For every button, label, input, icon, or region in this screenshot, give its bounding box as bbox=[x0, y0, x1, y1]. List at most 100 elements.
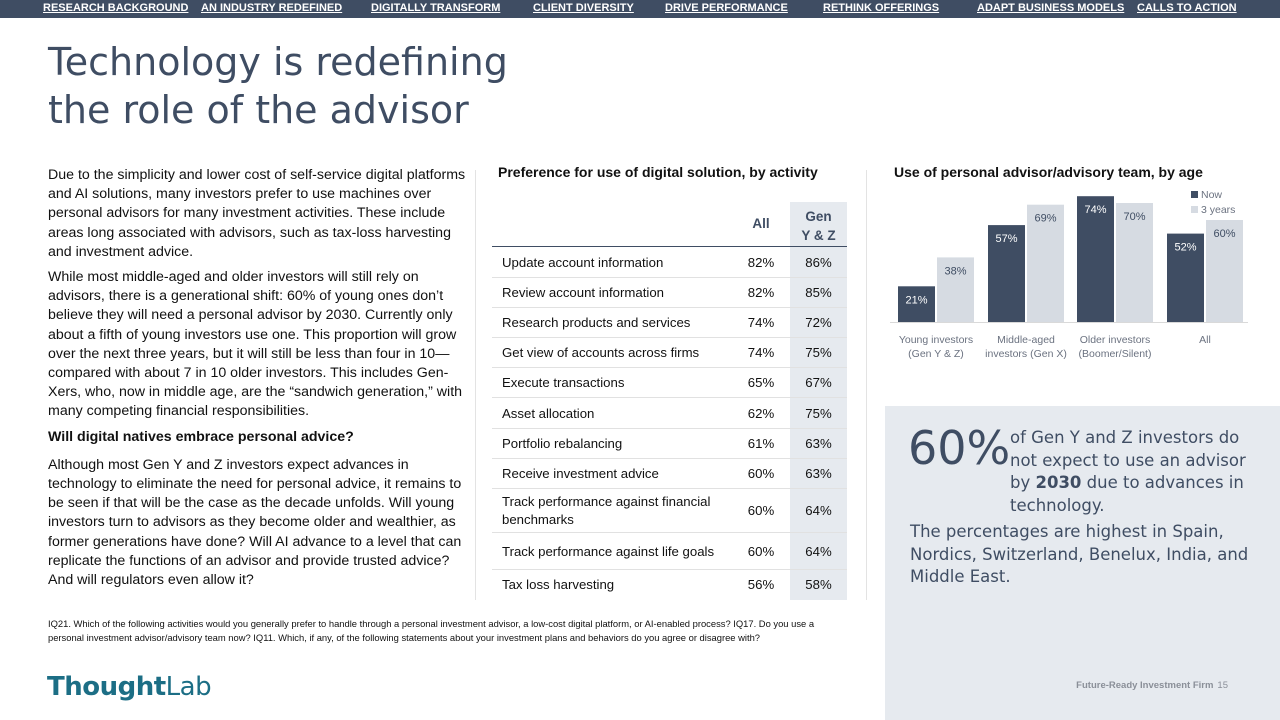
nav-research-background[interactable]: RESEARCH BACKGROUND bbox=[43, 2, 189, 14]
table-cell-gen: 58% bbox=[805, 577, 832, 592]
table-cell-all: 56% bbox=[747, 577, 775, 592]
category-label: (Boomer/Silent) bbox=[1079, 348, 1152, 360]
publication-name: Future-Ready Investment Firm bbox=[1076, 680, 1214, 691]
table-cell-all: 65% bbox=[747, 375, 775, 390]
table-title: Preference for use of digital solution, … bbox=[498, 164, 818, 180]
callout-big-number: 60% bbox=[908, 421, 1011, 475]
nav-client-diversity[interactable]: CLIENT DIVERSITY bbox=[533, 2, 634, 14]
category-label: Middle-aged bbox=[997, 334, 1055, 346]
table-cell-all: 60% bbox=[747, 503, 775, 518]
table-cell-all: 74% bbox=[747, 345, 775, 360]
table-cell-gen: 64% bbox=[805, 544, 832, 559]
table-row-label: Tax loss harvesting bbox=[502, 577, 615, 592]
footnote: IQ21. Which of the following activities … bbox=[48, 618, 815, 643]
bar-value-label: 21% bbox=[905, 294, 927, 306]
table-cell-gen: 75% bbox=[805, 345, 832, 360]
table-row-label: Track performance against life goals bbox=[502, 544, 715, 559]
table-cell-all: 74% bbox=[747, 315, 775, 330]
legend-swatch bbox=[1191, 191, 1198, 198]
table-cell-all: 60% bbox=[747, 544, 775, 559]
table-cell-gen: 63% bbox=[805, 466, 832, 481]
callout-desc-post: due to advances in technology. bbox=[1010, 473, 1244, 515]
table-header-gen: Gen Y & Z bbox=[790, 207, 847, 245]
bar-value-label: 74% bbox=[1084, 204, 1106, 216]
nav-calls-to-action[interactable]: CALLS TO ACTION bbox=[1137, 2, 1237, 14]
gen-column-highlight bbox=[790, 202, 847, 600]
table-row: Execute transactions 65% 67% bbox=[492, 368, 847, 398]
nav-drive-performance[interactable]: DRIVE PERFORMANCE bbox=[665, 2, 788, 14]
chart-bar bbox=[1077, 196, 1114, 322]
table-row-label: Receive investment advice bbox=[502, 466, 659, 481]
nav-an-industry-redefined[interactable]: AN INDUSTRY REDEFINED bbox=[201, 2, 343, 14]
table-row-label: Research products and services bbox=[502, 315, 691, 330]
callout-description: of Gen Y and Z investors do not expect t… bbox=[1010, 427, 1250, 517]
category-label: (Gen Y & Z) bbox=[908, 348, 964, 360]
bar-value-label: 57% bbox=[995, 233, 1017, 245]
top-nav: RESEARCH BACKGROUND AN INDUSTRY REDEFINE… bbox=[0, 0, 1280, 18]
page-number: 15 bbox=[1217, 680, 1228, 691]
legend-swatch bbox=[1191, 206, 1198, 213]
table-row: Review account information 82% 85% bbox=[492, 278, 847, 308]
table-cell-all: 82% bbox=[747, 285, 775, 300]
logo-part2: Lab bbox=[165, 672, 212, 702]
nav-rethink-offerings[interactable]: RETHINK OFFERINGS bbox=[823, 2, 940, 14]
advisor-usage-chart: Now 3 years 21% 38% Young investors (Gen Y & … bbox=[890, 189, 1248, 360]
table-row: Research products and services 74% 72% bbox=[492, 308, 847, 338]
body-text: Due to the simplicity and lower cost of … bbox=[48, 166, 466, 596]
table-row: Track performance against financial benc… bbox=[492, 489, 847, 533]
table-cell-gen: 64% bbox=[805, 503, 832, 518]
table-header-gen-line1: Gen bbox=[805, 209, 832, 224]
category-label: All bbox=[1199, 334, 1211, 346]
page-footer: Future-Ready Investment Firm 15 bbox=[1076, 680, 1228, 691]
chart-bar bbox=[898, 286, 935, 322]
nav-adapt-business-models[interactable]: ADAPT BUSINESS MODELS bbox=[977, 2, 1125, 14]
chart-bar bbox=[937, 257, 974, 322]
body-paragraph-3: Although most Gen Y and Z investors expe… bbox=[48, 456, 462, 589]
bar-value-label: 70% bbox=[1123, 211, 1145, 223]
chart-bar bbox=[1167, 233, 1204, 322]
table-row-label: Track performance against financial benc… bbox=[502, 494, 711, 527]
table-row: Get view of accounts across firms 74% 75% bbox=[492, 338, 847, 368]
callout-panel bbox=[885, 406, 1280, 720]
chart-bar bbox=[1206, 220, 1243, 322]
chart-bar bbox=[1027, 204, 1064, 322]
category-label: investors (Gen X) bbox=[985, 348, 1067, 360]
table-row-label: Get view of accounts across firms bbox=[502, 345, 700, 360]
table-row: Portfolio rebalancing 61% 63% bbox=[492, 429, 847, 459]
callout-desc-pre: of Gen Y and Z investors do not expect t… bbox=[1010, 428, 1246, 492]
callout-desc-bold: 2030 bbox=[1035, 473, 1082, 492]
table-row: Asset allocation 62% 75% bbox=[492, 398, 847, 429]
column-divider bbox=[866, 170, 867, 600]
table-row-label: Review account information bbox=[502, 285, 664, 300]
table-cell-all: 62% bbox=[747, 406, 775, 421]
table-row: Tax loss harvesting 56% 58% bbox=[492, 570, 847, 600]
nav-digitally-transform[interactable]: DIGITALLY TRANSFORM bbox=[371, 2, 501, 14]
thoughtlab-logo: ThoughtLab bbox=[47, 672, 212, 702]
bar-value-label: 60% bbox=[1213, 228, 1235, 240]
page-title-line1: Technology is redefining bbox=[48, 40, 508, 84]
page-title-line2: the role of the advisor bbox=[48, 88, 469, 132]
chart-bar bbox=[988, 225, 1025, 322]
table-row-label: Execute transactions bbox=[502, 375, 625, 390]
table-row: Receive investment advice 60% 63% bbox=[492, 459, 847, 489]
body-subhead: Will digital natives embrace personal ad… bbox=[48, 428, 354, 445]
table-cell-all: 60% bbox=[747, 466, 775, 481]
legend-label: 3 years bbox=[1201, 204, 1235, 216]
logo-part1: Thought bbox=[47, 672, 166, 702]
category-label: Young investors bbox=[899, 334, 973, 346]
table-row: Track performance against life goals 60% 6… bbox=[492, 533, 847, 570]
bar-value-label: 69% bbox=[1034, 213, 1056, 225]
bar-value-label: 52% bbox=[1174, 242, 1196, 254]
category-label: Older investors bbox=[1080, 334, 1151, 346]
table-header-rule bbox=[492, 246, 847, 247]
table-cell-gen: 67% bbox=[805, 375, 832, 390]
table-row-label: Update account information bbox=[502, 255, 664, 270]
table-cell-all: 61% bbox=[747, 436, 775, 451]
table-cell-gen: 85% bbox=[805, 285, 832, 300]
body-paragraph-1: Due to the simplicity and lower cost of … bbox=[48, 167, 466, 260]
table-cell-all: 82% bbox=[747, 255, 775, 270]
table-row: Update account information 82% 86% bbox=[492, 247, 847, 278]
column-divider bbox=[475, 170, 476, 600]
chart-title: Use of personal advisor/advisory team, b… bbox=[894, 164, 1203, 180]
table-cell-gen: 75% bbox=[805, 406, 832, 421]
